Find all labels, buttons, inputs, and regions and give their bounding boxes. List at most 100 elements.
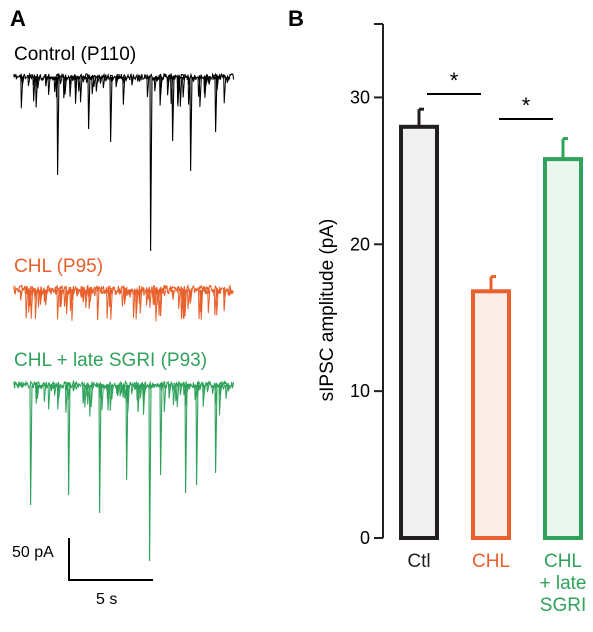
trace-chl: [13, 283, 235, 322]
trace-event: [91, 76, 95, 95]
trace-event: [179, 384, 183, 396]
trace-event: [177, 289, 181, 310]
trace-event: [206, 384, 210, 393]
trace-event: [195, 384, 199, 486]
trace-event: [154, 289, 158, 322]
trace-event: [133, 384, 137, 390]
trace-event: [116, 384, 120, 396]
y-tick-label-30: 30: [350, 87, 370, 107]
trace-event: [123, 76, 127, 84]
bar-1: [471, 289, 511, 540]
trace-event: [176, 384, 180, 408]
trace-event: [88, 289, 92, 310]
trace-event: [20, 76, 24, 109]
trace-event: [32, 76, 36, 102]
trace-event: [182, 289, 186, 319]
trace-event: [203, 384, 206, 396]
trace-event: [172, 384, 176, 406]
trace-event: [36, 384, 40, 399]
trace-event: [71, 76, 75, 82]
category-label-1: CHL: [472, 551, 510, 572]
trace-event: [142, 384, 146, 402]
trace-event: [214, 384, 218, 474]
trace-event: [226, 76, 230, 83]
trace-event: [159, 289, 163, 317]
category-label-line: CHL: [472, 551, 510, 572]
trace-event: [188, 384, 192, 390]
trace-event: [47, 384, 51, 410]
scale-amplitude-label: 50 pA: [12, 544, 54, 561]
trace-event: [142, 289, 146, 296]
trace-event: [205, 289, 209, 295]
trace-event: [63, 289, 67, 307]
trace-event: [159, 384, 163, 476]
trace-event: [215, 289, 219, 316]
trace-event: [223, 76, 227, 104]
significance-star-1: *: [522, 93, 531, 118]
trace-event: [199, 289, 203, 313]
trace-event: [102, 76, 106, 89]
trace-event: [189, 76, 193, 172]
trace-event: [85, 384, 89, 397]
trace-event: [176, 76, 180, 107]
trace-event: [197, 76, 201, 97]
trace-event: [55, 289, 58, 295]
trace-label-control: Control (P110): [14, 44, 136, 65]
trace-event: [223, 289, 227, 298]
trace-event: [106, 384, 110, 400]
trace-event: [207, 76, 211, 83]
trace-event: [121, 289, 125, 307]
trace-event: [101, 289, 104, 295]
trace-event: [60, 289, 64, 299]
trace-event: [75, 384, 79, 390]
trace-event: [120, 384, 124, 394]
trace-event: [167, 76, 171, 84]
trace-event: [72, 384, 76, 392]
bar-2: [543, 157, 583, 540]
trace-event: [159, 76, 163, 106]
trace-event: [44, 384, 48, 390]
trace-event: [76, 289, 79, 297]
category-label-line: + late: [539, 573, 586, 594]
trace-event: [171, 289, 175, 296]
y-axis-title: sIPSC amplitude (pA): [317, 219, 338, 402]
trace-label-chl-sgri: CHL + late SGRI (P93): [14, 350, 207, 371]
trace-event: [130, 76, 134, 86]
trace-event: [100, 384, 104, 411]
trace-event: [50, 384, 54, 392]
trace-event: [207, 289, 211, 314]
trace-event: [44, 76, 48, 87]
trace-event: [35, 76, 39, 87]
trace-event: [47, 76, 51, 96]
trace-event: [43, 384, 47, 402]
trace-event: [86, 384, 90, 405]
trace-event: [145, 289, 149, 306]
bar-0: [399, 124, 439, 541]
trace-event: [19, 289, 23, 301]
category-label-line: SGRI: [540, 595, 586, 616]
trace-event: [98, 384, 102, 514]
trace-event: [74, 76, 78, 89]
trace-event: [139, 289, 143, 314]
category-label-line: Ctl: [407, 551, 430, 572]
trace-event: [122, 76, 126, 105]
trace-event: [182, 76, 186, 98]
trace-event: [155, 289, 159, 295]
trace-event: [211, 384, 215, 394]
category-label-line: CHL: [544, 551, 582, 572]
trace-event: [135, 289, 139, 320]
trace-event: [57, 384, 61, 398]
trace-event: [134, 289, 138, 296]
scale-time-label: 5 s: [96, 591, 117, 608]
panel-b-letter: B: [288, 6, 304, 31]
trace-event: [79, 76, 83, 103]
trace-event: [69, 289, 73, 311]
trace-event: [82, 289, 85, 301]
trace-event: [85, 289, 89, 297]
trace-event: [179, 76, 183, 107]
trace-event: [52, 384, 56, 390]
trace-event: [64, 76, 67, 95]
trace-event: [130, 384, 134, 395]
trace-event: [25, 289, 29, 319]
